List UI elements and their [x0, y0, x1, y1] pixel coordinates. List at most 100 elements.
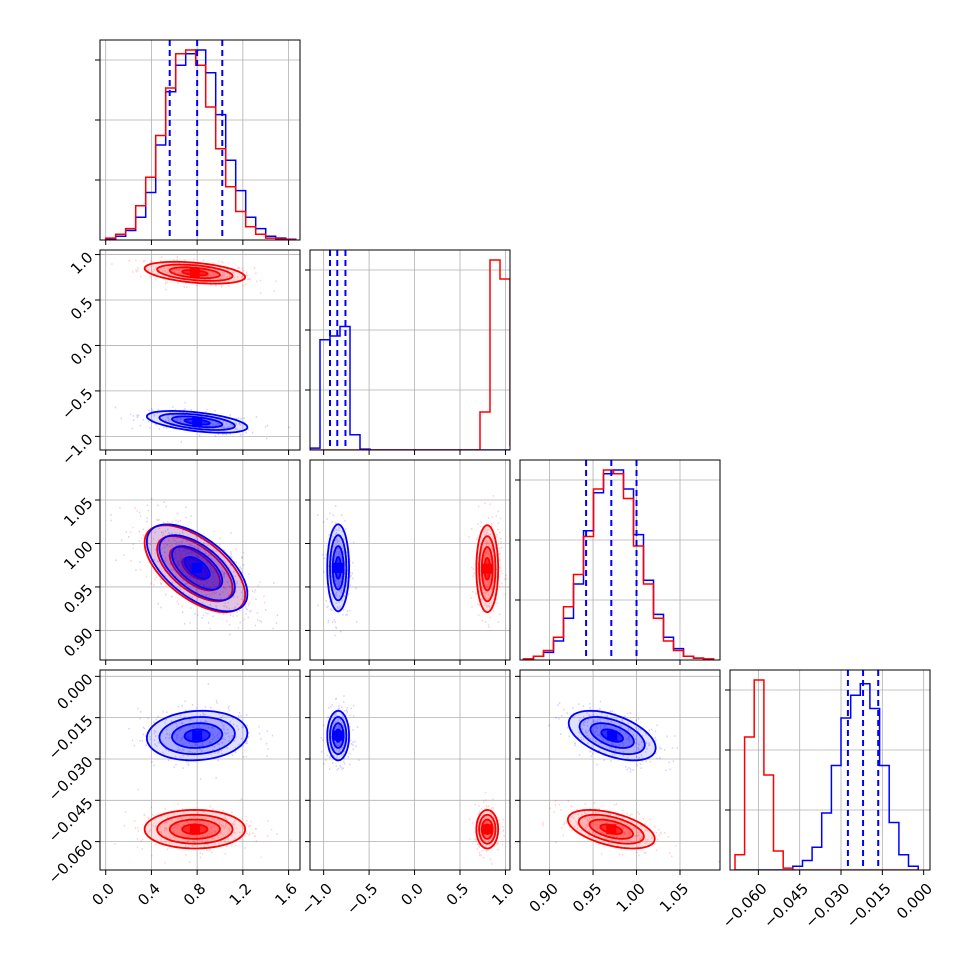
- contour-line: [567, 709, 657, 762]
- y-tick-label: 1.00: [60, 537, 96, 573]
- contour-line: [158, 534, 236, 602]
- contour-line: [326, 709, 351, 762]
- contour-line: [329, 716, 348, 756]
- contour-line: [478, 813, 497, 845]
- y-tick-label: 0.95: [60, 581, 96, 617]
- histogram-step: [522, 469, 715, 660]
- density-layer: [100, 40, 930, 870]
- panel-frame: [99, 669, 301, 871]
- panel-1-1: [310, 250, 510, 450]
- histogram-step: [310, 259, 510, 450]
- contour-line: [326, 523, 351, 613]
- y-tick-label: −0.045: [45, 794, 97, 846]
- histogram-step: [734, 679, 919, 870]
- y-tick-label: −0.030: [45, 753, 97, 805]
- density-peak: [606, 824, 617, 835]
- contour-line: [171, 722, 224, 749]
- contour-line: [171, 415, 224, 429]
- histogram-step: [522, 469, 715, 660]
- contour-line: [181, 269, 209, 277]
- contour-line: [331, 545, 345, 591]
- panel-1-2: [310, 460, 510, 660]
- density-peak: [482, 824, 493, 835]
- contour-line: [331, 722, 345, 749]
- contour-line: [168, 266, 221, 280]
- y-tick-label: −0.5: [58, 385, 96, 423]
- y-tick-label: 1.05: [60, 494, 96, 530]
- panel-frame: [99, 39, 301, 241]
- contour-line: [145, 709, 249, 762]
- x-tick-label: 0.8: [180, 880, 210, 910]
- x-tick-label: 0.0: [397, 880, 427, 910]
- contour-line: [329, 534, 348, 602]
- contour-line: [158, 716, 236, 756]
- density-peak: [333, 562, 344, 573]
- x-tick-label: 1.0: [488, 880, 518, 910]
- x-tick-label: −0.060: [719, 880, 771, 932]
- y-tick-label: −0.015: [45, 711, 97, 763]
- panel-0-3: [100, 670, 300, 870]
- contour-line: [577, 813, 645, 845]
- x-tick-label: 1.6: [271, 880, 301, 910]
- density-peak: [192, 562, 203, 573]
- contour-line: [145, 409, 249, 434]
- panel-frame: [519, 459, 721, 661]
- density-peak: [482, 563, 493, 574]
- contour-line: [145, 523, 249, 613]
- contour-line: [334, 728, 342, 743]
- density-peak: [189, 824, 200, 835]
- contour-line: [183, 418, 211, 426]
- panel-frame: [729, 669, 931, 871]
- x-tick-label: −0.015: [843, 880, 895, 932]
- contour-line: [181, 823, 209, 835]
- contour-line: [156, 535, 234, 603]
- histogram-step: [104, 49, 297, 240]
- x-tick-label: 0.000: [893, 880, 936, 923]
- contour-line: [183, 556, 211, 580]
- contour-line: [478, 535, 497, 603]
- panel-frame: [519, 669, 721, 871]
- contour-line: [483, 556, 491, 581]
- density-peak: [607, 730, 618, 741]
- y-tick-label: 1.0: [67, 248, 97, 278]
- contour-line: [588, 818, 634, 840]
- contour-line: [143, 808, 247, 850]
- panel-frame: [309, 669, 511, 871]
- density-peak: [189, 267, 200, 278]
- y-tick-label: 0.5: [67, 294, 97, 324]
- x-tick-label: 0.90: [526, 880, 562, 916]
- panel-2-2: [520, 460, 720, 660]
- x-tick-label: 0.5: [443, 880, 473, 910]
- contour-line: [334, 556, 342, 580]
- x-tick-label: −0.045: [760, 880, 812, 932]
- contour-line: [599, 823, 624, 835]
- contour-line: [578, 716, 646, 756]
- contour-line: [143, 524, 247, 614]
- panel-0-1: [100, 250, 300, 450]
- panel-0-0: [100, 40, 300, 240]
- histogram-step: [104, 49, 297, 240]
- contour-line: [143, 260, 247, 285]
- panel-frame: [309, 249, 511, 451]
- contour-line: [475, 808, 500, 850]
- panel-2-3: [520, 670, 720, 870]
- contour-line: [183, 728, 211, 743]
- histogram-step: [310, 325, 510, 450]
- y-tick-label: 0.000: [53, 670, 96, 713]
- x-tick-label: 1.2: [226, 880, 256, 910]
- y-tick-label: −1.0: [58, 430, 96, 468]
- contour-line: [168, 546, 221, 592]
- x-tick-label: 0.95: [569, 880, 605, 916]
- panel-frame: [99, 249, 301, 451]
- x-tick-label: 0.0: [88, 880, 118, 910]
- density-peak: [192, 416, 203, 427]
- panel-3-3: [730, 670, 930, 870]
- contour-line: [475, 524, 500, 614]
- y-tick-label: 0.0: [67, 339, 97, 369]
- x-tick-label: −1.0: [298, 880, 336, 918]
- panel-1-3: [310, 670, 510, 870]
- y-tick-label: 0.90: [60, 624, 96, 660]
- contour-line: [480, 818, 494, 840]
- contour-line: [158, 412, 236, 431]
